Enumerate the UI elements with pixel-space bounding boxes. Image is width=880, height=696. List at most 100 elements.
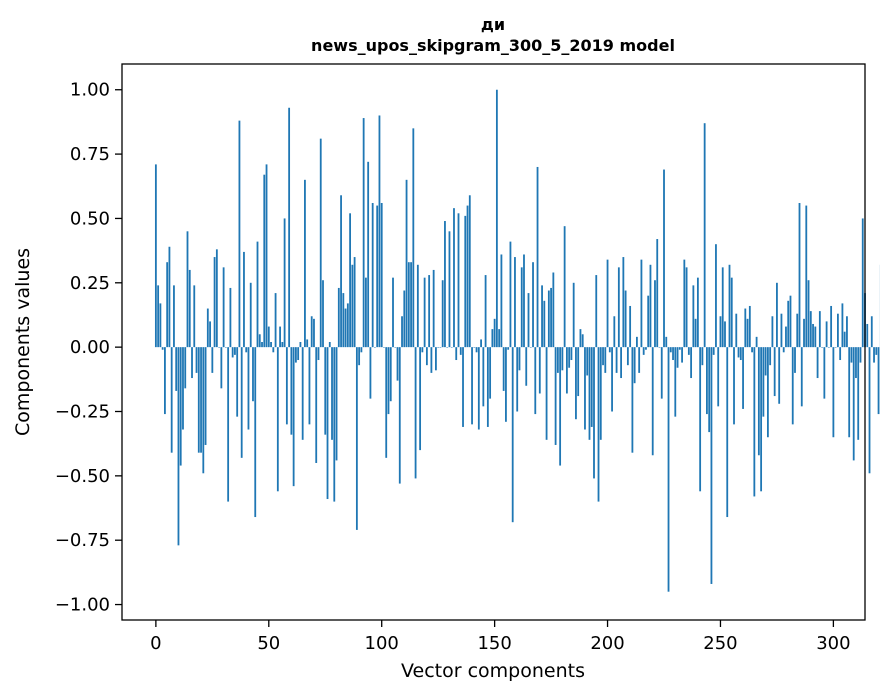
bar-268	[760, 347, 763, 492]
bar-54	[276, 347, 279, 492]
bar-210	[629, 305, 632, 348]
bar-296	[823, 347, 826, 399]
bar-292	[814, 326, 817, 348]
bar-79	[333, 347, 336, 502]
bar-55	[279, 326, 281, 348]
bar-247	[712, 347, 715, 355]
bar-288	[805, 205, 808, 348]
bar-252	[724, 321, 726, 348]
bar-135	[459, 347, 462, 355]
bar-142	[475, 347, 478, 353]
bar-175	[550, 287, 552, 348]
bar-25	[211, 347, 214, 373]
bar-166	[529, 347, 532, 348]
bar-143	[477, 347, 480, 430]
bar-198	[602, 347, 604, 366]
bar-267	[757, 347, 760, 456]
bar-38	[240, 347, 243, 458]
x-tick-label-300: 300	[816, 633, 850, 654]
bar-318	[873, 347, 875, 363]
bar-56	[281, 342, 284, 348]
bar-75	[324, 347, 327, 435]
bar-150	[493, 318, 496, 348]
bar-310	[855, 347, 857, 379]
bar-171	[541, 285, 543, 348]
bar-294	[818, 311, 821, 348]
bar-71	[315, 347, 318, 463]
bar-77	[328, 342, 331, 348]
bar-191	[586, 347, 589, 376]
bar-1	[157, 285, 160, 348]
bar-30	[222, 267, 225, 348]
bar-214	[638, 347, 641, 373]
bar-184	[570, 347, 573, 361]
bar-52	[272, 347, 275, 353]
bar-216	[642, 347, 645, 355]
bar-100	[380, 203, 383, 348]
bar-300	[832, 347, 835, 438]
bar-105	[392, 277, 394, 348]
bar-228	[669, 347, 672, 353]
bar-305	[843, 331, 846, 348]
bar-133	[455, 347, 458, 361]
x-tick-label-250: 250	[703, 633, 737, 654]
bar-280	[787, 300, 790, 348]
bar-304	[841, 303, 844, 348]
bar-192	[588, 347, 591, 440]
bar-242	[701, 347, 704, 366]
bar-311	[857, 347, 860, 440]
bar-61	[292, 347, 295, 487]
bar-297	[825, 321, 828, 348]
bar-109	[401, 316, 403, 348]
bar-189	[581, 334, 584, 348]
bar-183	[568, 347, 571, 368]
bar-178	[556, 347, 559, 373]
bar-201	[608, 347, 611, 353]
bar-319	[875, 347, 878, 355]
bar-229	[672, 347, 674, 361]
bar-74	[322, 280, 324, 348]
bar-309	[852, 347, 855, 461]
bar-57	[283, 218, 286, 348]
bar-9	[175, 347, 178, 391]
bar-50	[267, 326, 270, 348]
bar-111	[405, 179, 408, 348]
bar-45	[256, 241, 259, 348]
bar-219	[649, 264, 652, 348]
bar-155	[505, 347, 507, 422]
bar-316	[868, 347, 871, 474]
bar-144	[480, 339, 482, 348]
bar-153	[500, 254, 503, 348]
bar-23	[206, 308, 209, 348]
x-tick-label-0: 0	[150, 633, 161, 654]
x-tick-label-200: 200	[590, 633, 624, 654]
bar-303	[839, 347, 842, 361]
bar-301	[834, 347, 837, 348]
bar-204	[615, 347, 618, 373]
bar-232	[678, 347, 681, 350]
bar-289	[807, 280, 810, 348]
bar-293	[816, 347, 819, 379]
bar-169	[536, 166, 539, 348]
bar-250	[719, 316, 722, 348]
chart-title-line2: news_upos_skipgram_300_5_2019 model	[311, 36, 675, 55]
bar-149	[491, 329, 494, 348]
bar-series	[154, 89, 880, 592]
y-tick-label-0: 1.00	[70, 80, 110, 101]
bar-118	[421, 347, 424, 353]
bar-14	[186, 231, 189, 348]
bar-0	[154, 164, 157, 348]
y-tick-label-2: 0.50	[70, 208, 110, 229]
bar-211	[631, 347, 634, 453]
bar-65	[301, 347, 304, 440]
bar-176	[552, 272, 555, 348]
bar-126	[439, 347, 442, 348]
bar-302	[837, 313, 839, 348]
bar-78	[331, 347, 333, 440]
bar-177	[554, 347, 557, 445]
bar-195	[595, 275, 598, 348]
bar-13	[184, 347, 187, 389]
bar-285	[798, 203, 801, 348]
bar-290	[809, 311, 812, 348]
bar-96	[371, 203, 374, 348]
